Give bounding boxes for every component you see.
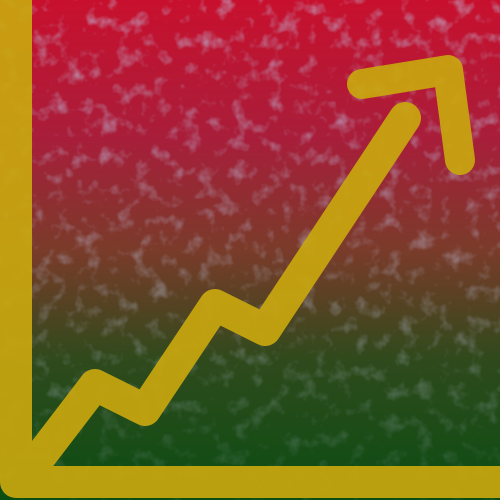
trend-line-icon bbox=[14, 102, 421, 486]
arrow-head-icon bbox=[347, 55, 475, 175]
